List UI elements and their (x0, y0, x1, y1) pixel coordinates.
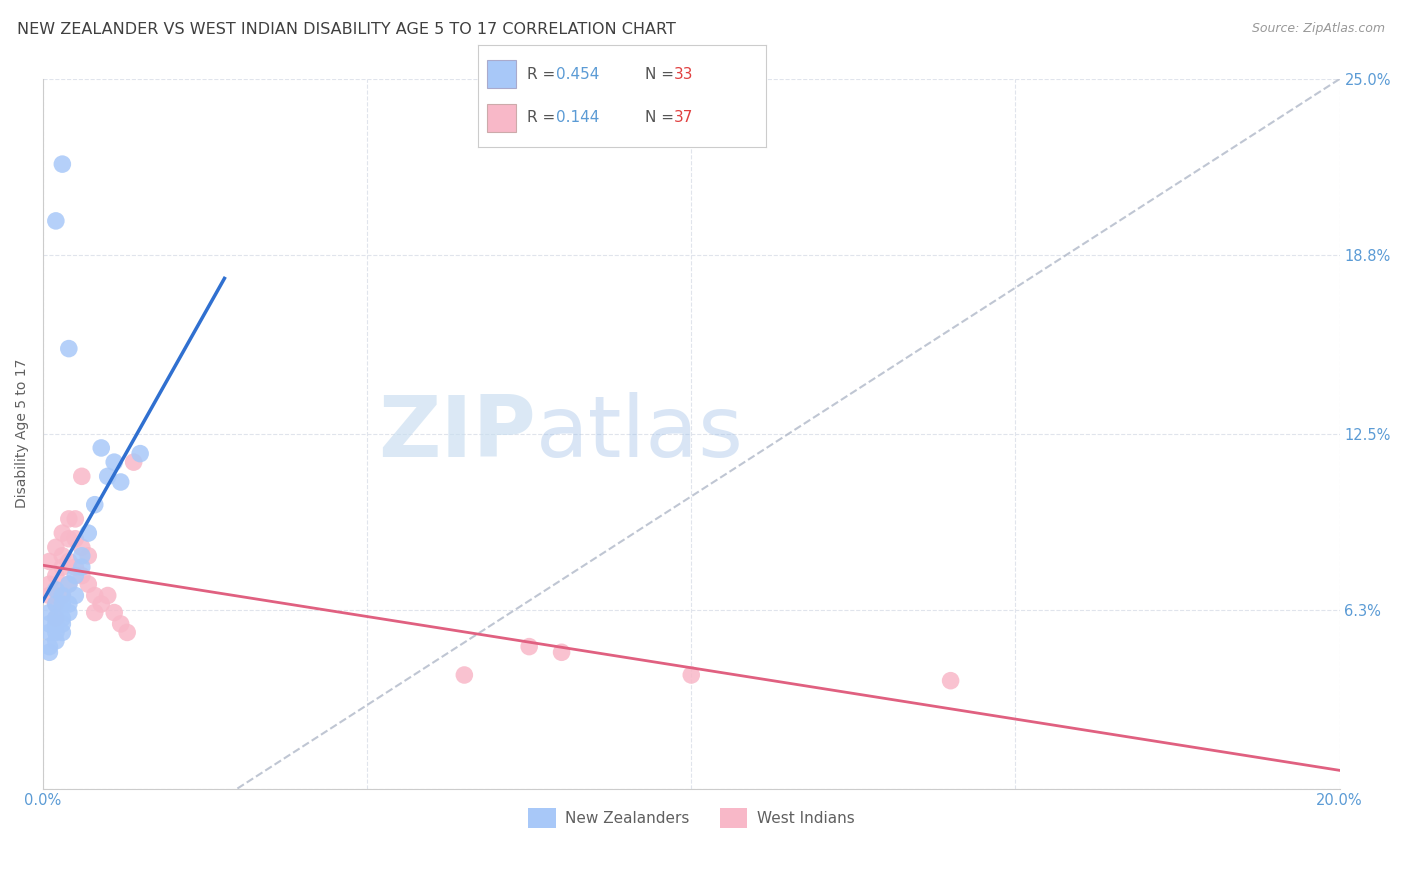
Point (77, 577, 100, 591)
Point (70, 469, 93, 483)
Text: N =: N = (645, 67, 679, 81)
Point (51, 625, 73, 640)
Point (58, 577, 80, 591)
Point (38, 645, 60, 659)
Point (51, 526, 73, 541)
Point (58, 606, 80, 620)
Point (45, 634, 67, 648)
Point (45, 597, 67, 611)
Point (38, 606, 60, 620)
Text: R =: R = (527, 111, 560, 125)
Point (129, 447, 152, 461)
Point (45, 568, 67, 582)
Point (550, 645, 572, 659)
Point (90, 597, 112, 611)
Point (77, 526, 100, 541)
Text: 37: 37 (673, 111, 693, 125)
Point (70, 549, 93, 563)
Point (45, 625, 67, 640)
Point (38, 640, 60, 654)
Text: Source: ZipAtlas.com: Source: ZipAtlas.com (1251, 22, 1385, 36)
Point (45, 616, 67, 631)
Point (58, 512, 80, 526)
Point (110, 475, 132, 489)
Point (51, 157, 73, 171)
FancyBboxPatch shape (486, 103, 516, 132)
Y-axis label: Disability Age 5 to 17: Disability Age 5 to 17 (15, 359, 30, 508)
Point (38, 616, 60, 631)
Point (97, 469, 120, 483)
Point (51, 597, 73, 611)
Legend: New Zealanders, West Indians: New Zealanders, West Indians (522, 802, 860, 834)
Point (65, 512, 87, 526)
Text: ZIP: ZIP (378, 392, 536, 475)
Point (70, 541, 93, 555)
Point (58, 554, 80, 568)
Point (97, 589, 120, 603)
Point (38, 554, 60, 568)
Text: 0.144: 0.144 (555, 111, 599, 125)
Point (83, 606, 105, 620)
Point (103, 455, 125, 469)
Point (38, 589, 60, 603)
Point (65, 568, 87, 582)
Point (51, 616, 73, 631)
Point (45, 611, 67, 625)
Text: atlas: atlas (536, 392, 744, 475)
Point (45, 214, 67, 228)
Point (115, 625, 138, 640)
Point (51, 560, 73, 574)
Point (58, 597, 80, 611)
Point (517, 640, 540, 654)
Point (681, 668, 703, 682)
Point (45, 611, 67, 625)
Point (83, 498, 105, 512)
Point (70, 568, 93, 582)
Text: R =: R = (527, 67, 560, 81)
Point (77, 549, 100, 563)
Point (103, 606, 125, 620)
Point (51, 589, 73, 603)
FancyBboxPatch shape (486, 60, 516, 88)
Point (122, 455, 145, 469)
Point (65, 532, 87, 546)
Text: N =: N = (645, 111, 679, 125)
Point (51, 549, 73, 563)
Point (110, 616, 132, 631)
Point (51, 611, 73, 625)
Point (83, 589, 105, 603)
Point (65, 589, 87, 603)
Point (939, 673, 962, 688)
Text: 33: 33 (673, 67, 693, 81)
Point (58, 532, 80, 546)
Point (58, 342, 80, 356)
Point (38, 625, 60, 640)
Point (45, 597, 67, 611)
Text: NEW ZEALANDER VS WEST INDIAN DISABILITY AGE 5 TO 17 CORRELATION CHART: NEW ZEALANDER VS WEST INDIAN DISABILITY … (17, 22, 676, 37)
Point (51, 589, 73, 603)
Point (90, 441, 112, 455)
Point (38, 577, 60, 591)
Point (453, 668, 475, 682)
Point (65, 560, 87, 574)
Point (70, 560, 93, 574)
Point (45, 582, 67, 597)
Point (45, 541, 67, 555)
Text: 0.454: 0.454 (555, 67, 599, 81)
Point (45, 582, 67, 597)
Point (58, 577, 80, 591)
